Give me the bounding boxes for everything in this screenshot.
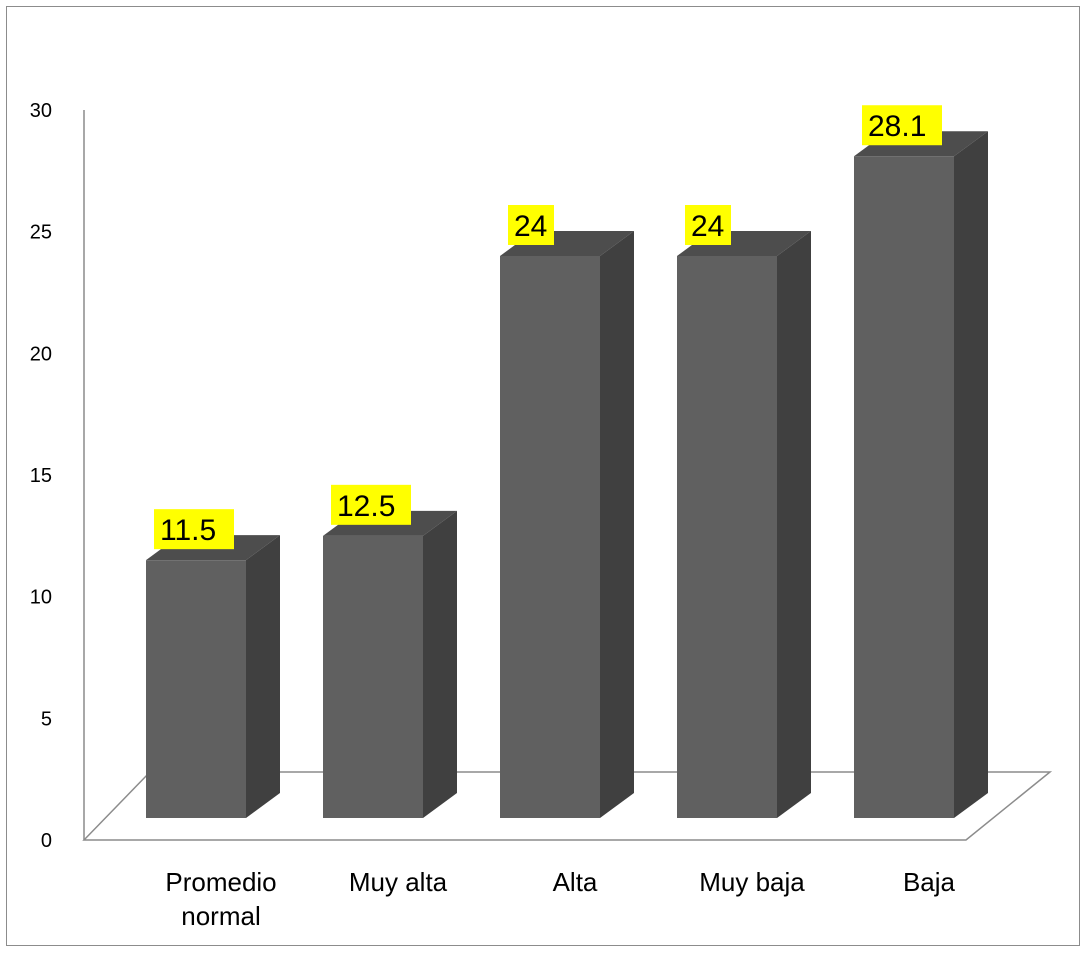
bar-side xyxy=(423,510,457,818)
data-label: 28.1 xyxy=(868,110,926,143)
chart-floor xyxy=(82,771,1053,841)
bar-front xyxy=(146,560,246,818)
x-category-label: Promedio xyxy=(165,867,276,897)
y-tick-label: 5 xyxy=(41,708,52,730)
bar-front xyxy=(677,256,777,818)
bar-front xyxy=(854,156,954,818)
data-label-bg xyxy=(862,105,942,146)
bar-1 xyxy=(146,535,280,818)
data-label: 12.5 xyxy=(337,490,395,523)
y-tick-label: 0 xyxy=(41,830,52,852)
x-category-label: Baja xyxy=(903,867,956,897)
x-category-label: normal xyxy=(181,901,260,931)
data-label-bg xyxy=(508,205,554,245)
bar-front xyxy=(500,256,600,818)
bar-4 xyxy=(677,231,811,818)
bar-3 xyxy=(500,231,634,818)
y-tick-label: 15 xyxy=(30,465,52,487)
y-tick-label: 20 xyxy=(30,343,52,365)
bar-2 xyxy=(323,510,457,818)
y-tick-label: 25 xyxy=(30,222,52,244)
data-label: 24 xyxy=(514,210,547,243)
data-label-bg xyxy=(685,205,731,245)
data-label-bg xyxy=(331,484,411,525)
bar-side xyxy=(954,131,988,818)
bar-side xyxy=(246,535,280,818)
bar-side xyxy=(777,231,811,818)
y-tick-label: 30 xyxy=(30,100,52,122)
bar-front xyxy=(323,535,423,818)
x-category-label: Alta xyxy=(553,867,598,897)
data-label: 24 xyxy=(691,210,724,243)
bar-5 xyxy=(854,131,988,818)
data-label-bg xyxy=(154,509,234,550)
data-label: 11.5 xyxy=(160,514,216,547)
x-category-label: Muy baja xyxy=(699,867,805,897)
x-category-label: Muy alta xyxy=(349,867,448,897)
y-tick-label: 10 xyxy=(30,587,52,609)
bar-side xyxy=(600,231,634,818)
